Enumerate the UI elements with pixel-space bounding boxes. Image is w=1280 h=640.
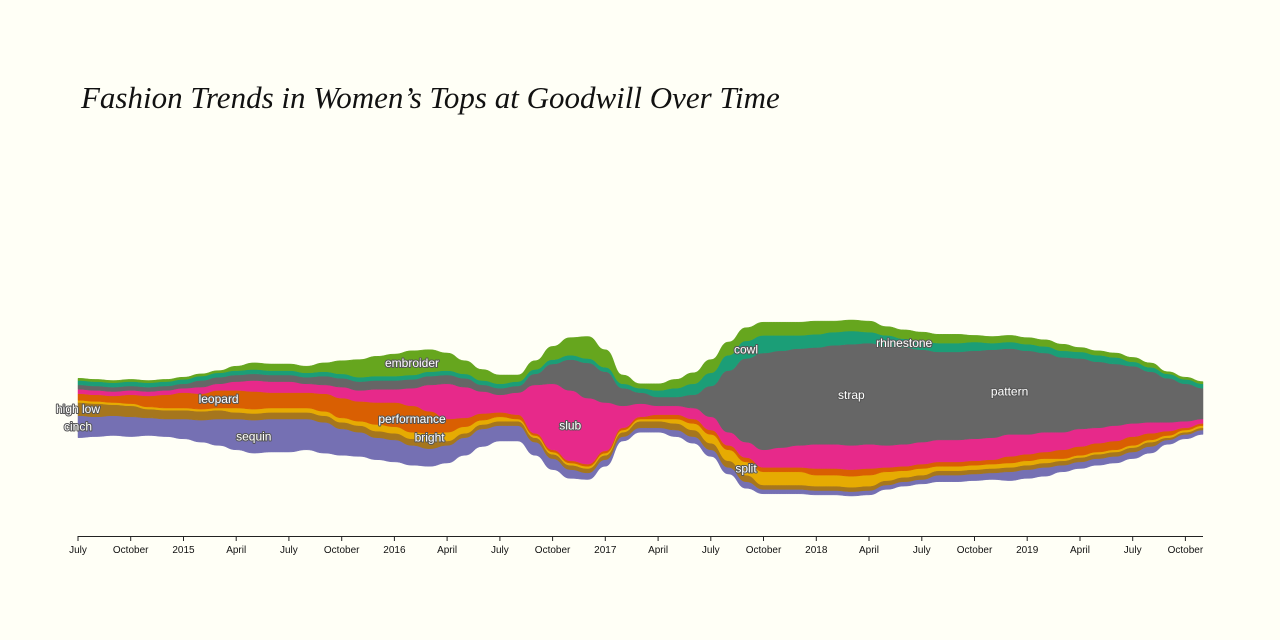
stream-label-bright: bright (415, 431, 446, 445)
stream-label-performance: performance (378, 412, 446, 426)
x-tick-label: October (535, 545, 571, 556)
x-tick-label: April (1070, 545, 1090, 556)
x-tick-label: 2018 (805, 545, 828, 556)
x-tick-label: October (1168, 545, 1204, 556)
stream-label-slub: slub (559, 419, 581, 433)
stream-label-cowl: cowl (734, 343, 758, 357)
stream-label-split: split (735, 462, 757, 476)
x-tick-label: July (69, 545, 87, 556)
x-tick-label: 2017 (594, 545, 617, 556)
stream-layers (77, 319, 1204, 497)
x-tick-label: July (280, 545, 298, 556)
x-tick-label: April (226, 545, 246, 556)
x-tick-label: 2015 (172, 545, 195, 556)
x-tick-label: 2019 (1016, 545, 1039, 556)
x-tick-label: July (913, 545, 931, 556)
stream-label-rhinestone: rhinestone (876, 336, 932, 350)
x-tick-label: July (702, 545, 720, 556)
chart-title: Fashion Trends in Women’s Tops at Goodwi… (81, 80, 780, 115)
stream-label-embroider: embroider (385, 356, 439, 370)
stream-label-cinch: cinch (64, 420, 92, 434)
x-tick-label: October (746, 545, 782, 556)
stream-labels: high low sequin performance split slub strap c… (55, 335, 1029, 476)
stream-embroider[interactable] (77, 319, 1204, 391)
x-tick-label: October (957, 545, 993, 556)
x-axis: July October 2015 April July October 2016 April… (69, 536, 1204, 556)
x-tick-label: 2016 (383, 545, 406, 556)
x-tick-label: October (324, 545, 360, 556)
x-tick-label: April (859, 545, 879, 556)
stream-label-high-low: high low (56, 402, 100, 416)
x-tick-label: April (437, 545, 457, 556)
stream-label-sequin: sequin (236, 430, 271, 444)
x-tick-label: July (1124, 545, 1142, 556)
stream-label-strap: strap (838, 388, 865, 402)
stream-label-leopard: leopard (199, 392, 239, 406)
x-tick-label: April (648, 545, 668, 556)
x-tick-label: July (491, 545, 509, 556)
stream-label-pattern: pattern (991, 385, 1028, 399)
x-tick-label: October (113, 545, 149, 556)
